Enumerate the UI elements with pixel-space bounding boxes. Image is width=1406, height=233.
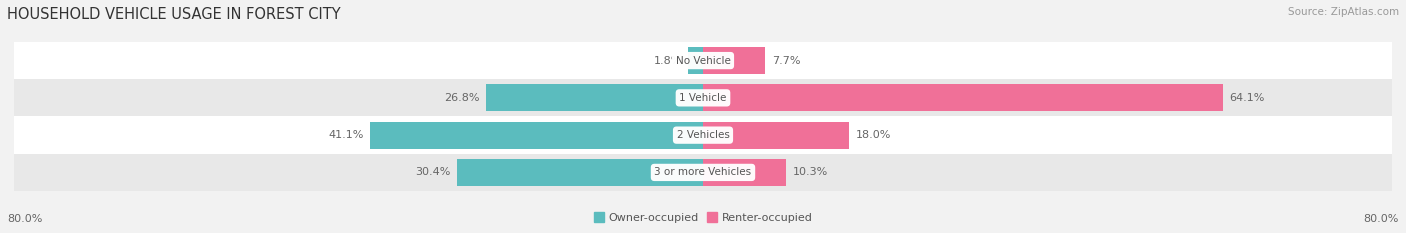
Text: Source: ZipAtlas.com: Source: ZipAtlas.com bbox=[1288, 7, 1399, 17]
Bar bbox=[14, 42, 1392, 79]
Bar bbox=[14, 116, 1392, 154]
Bar bbox=[370, 122, 703, 149]
Text: 3 or more Vehicles: 3 or more Vehicles bbox=[654, 168, 752, 177]
Bar bbox=[486, 84, 703, 111]
Text: 7.7%: 7.7% bbox=[772, 56, 800, 65]
Bar bbox=[703, 159, 786, 186]
Text: 2 Vehicles: 2 Vehicles bbox=[676, 130, 730, 140]
Text: 18.0%: 18.0% bbox=[855, 130, 891, 140]
Text: 1 Vehicle: 1 Vehicle bbox=[679, 93, 727, 103]
Bar bbox=[14, 79, 1392, 116]
Text: HOUSEHOLD VEHICLE USAGE IN FOREST CITY: HOUSEHOLD VEHICLE USAGE IN FOREST CITY bbox=[7, 7, 340, 22]
Text: 41.1%: 41.1% bbox=[328, 130, 363, 140]
Text: 1.8%: 1.8% bbox=[654, 56, 682, 65]
Bar bbox=[703, 84, 1223, 111]
Text: 64.1%: 64.1% bbox=[1229, 93, 1264, 103]
Text: No Vehicle: No Vehicle bbox=[675, 56, 731, 65]
Bar bbox=[703, 47, 765, 74]
Text: 26.8%: 26.8% bbox=[444, 93, 479, 103]
Text: 10.3%: 10.3% bbox=[793, 168, 828, 177]
Bar bbox=[14, 154, 1392, 191]
Legend: Owner-occupied, Renter-occupied: Owner-occupied, Renter-occupied bbox=[589, 208, 817, 227]
Bar bbox=[703, 122, 849, 149]
Text: 30.4%: 30.4% bbox=[415, 168, 450, 177]
Bar bbox=[689, 47, 703, 74]
Text: 80.0%: 80.0% bbox=[1364, 214, 1399, 224]
Bar bbox=[457, 159, 703, 186]
Text: 80.0%: 80.0% bbox=[7, 214, 42, 224]
